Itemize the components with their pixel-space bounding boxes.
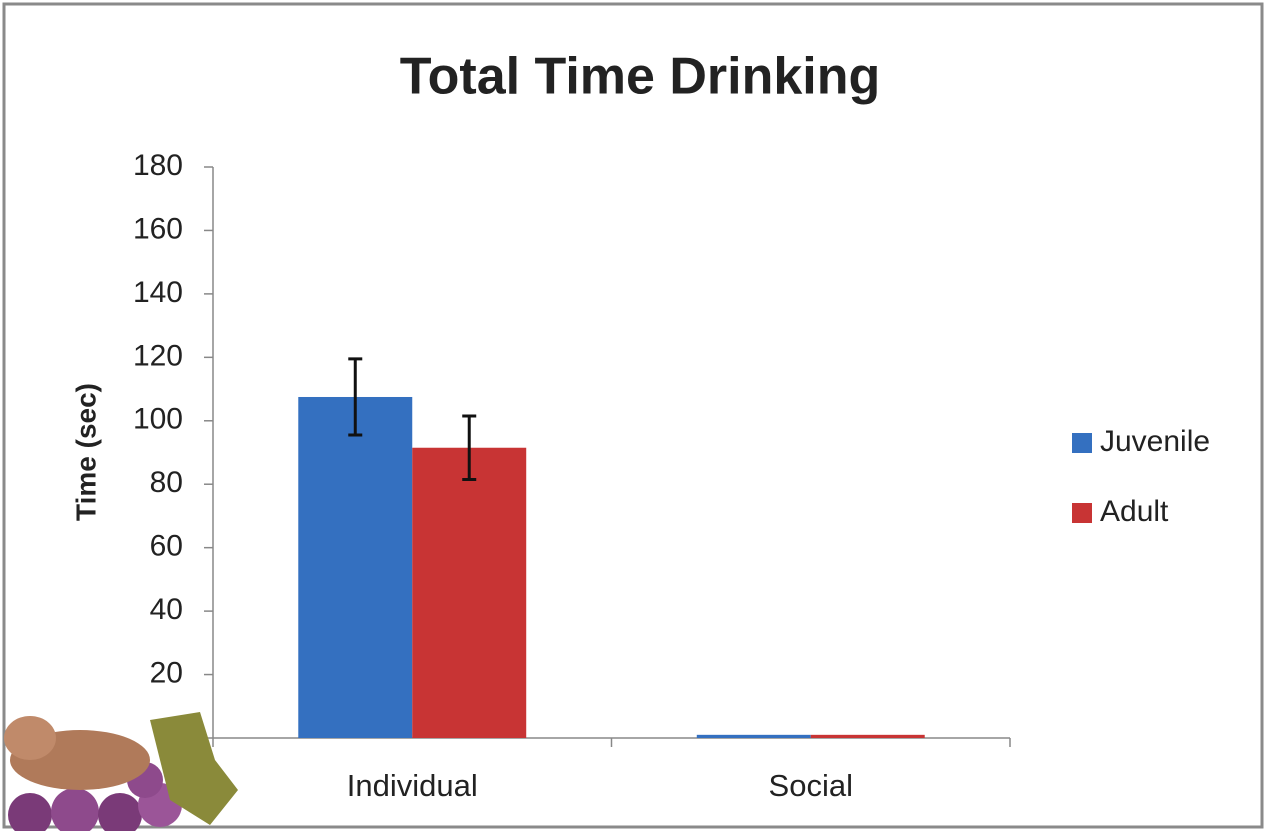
y-tick-label: 180 — [133, 149, 183, 182]
bar — [412, 447, 527, 738]
legend-swatch — [1072, 433, 1092, 453]
bar — [298, 396, 413, 738]
y-axis-label: Time (sec) — [70, 383, 101, 521]
y-tick-label: 40 — [150, 593, 183, 626]
legend-label: Adult — [1100, 495, 1169, 528]
decoration-grapes — [4, 712, 238, 831]
y-tick-label: 160 — [133, 212, 183, 245]
x-tick-label: Social — [769, 768, 853, 803]
error-bar — [348, 357, 363, 437]
bar — [810, 734, 925, 738]
bar — [696, 734, 811, 738]
y-tick-label: 80 — [150, 466, 183, 499]
y-tick-label: 60 — [150, 530, 183, 563]
y-tick-label: 20 — [150, 656, 183, 689]
y-tick-label: 100 — [133, 403, 183, 436]
legend-label: Juvenile — [1100, 425, 1210, 458]
y-tick-label: 120 — [133, 339, 183, 372]
y-tick-label: 140 — [133, 276, 183, 309]
chart-title: Total Time Drinking — [400, 48, 881, 106]
error-bar — [462, 414, 477, 481]
x-tick-label: Individual — [347, 768, 478, 803]
legend-swatch — [1072, 503, 1092, 523]
